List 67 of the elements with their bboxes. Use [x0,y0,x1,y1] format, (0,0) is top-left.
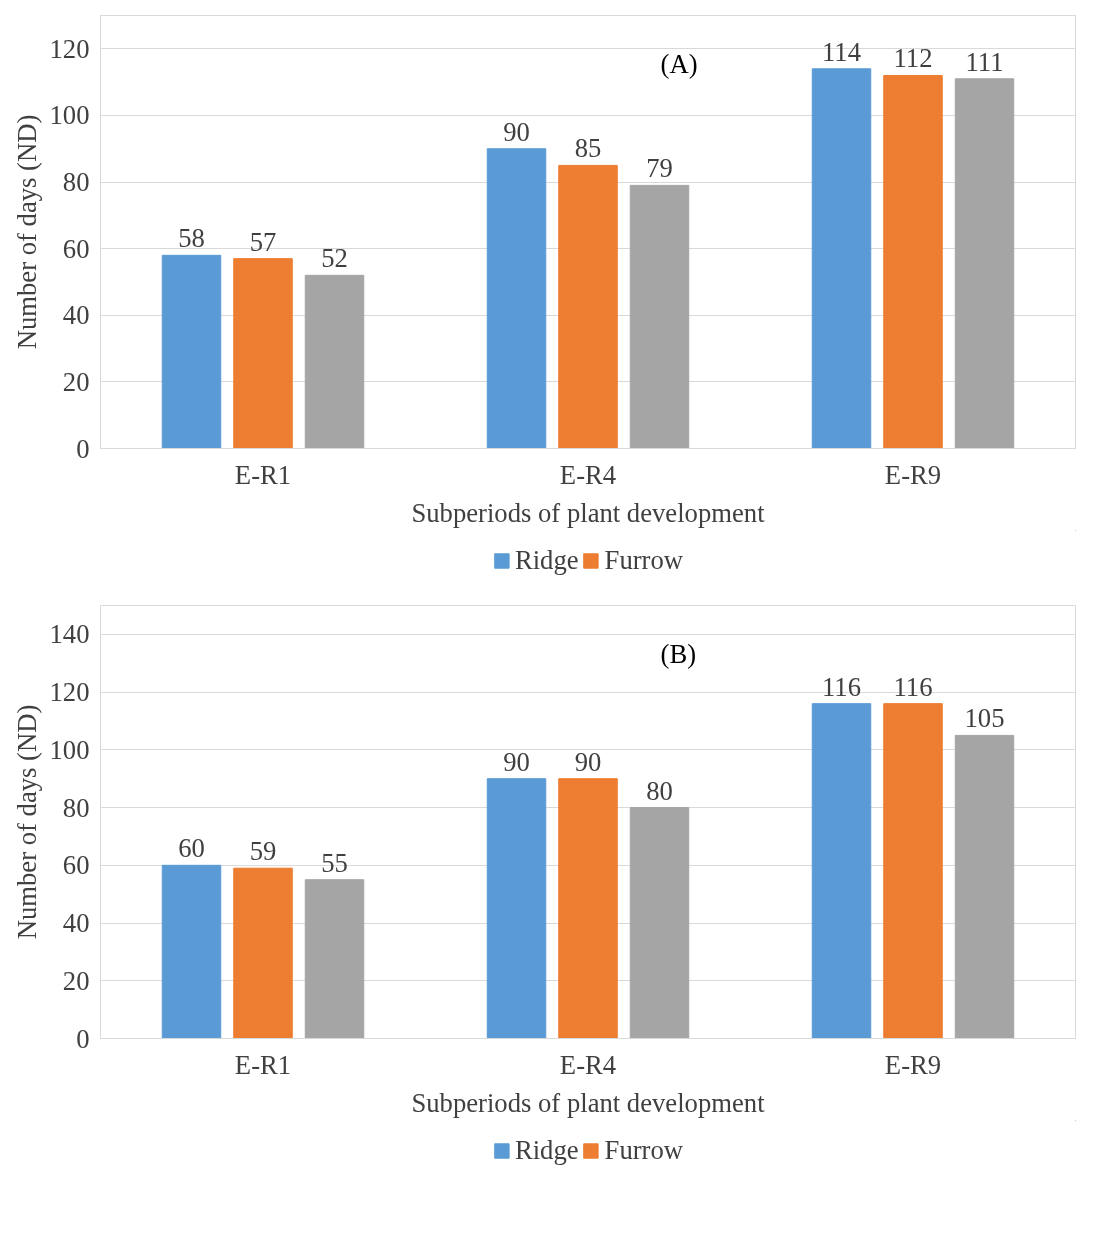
bar [161,864,222,1039]
bar [629,184,690,449]
data-label: 112 [893,43,933,74]
y-tick-label: 100 [49,100,90,131]
x-tick-label: E-R1 [234,459,292,490]
bar [954,78,1015,449]
y-tick-label: 0 [76,433,90,464]
y-tick-label: 40 [62,908,90,939]
x-tick-label: E-R9 [884,459,942,490]
y-axis-title: Number of days (ND) [11,704,42,940]
x-tick-label: E-R4 [559,1049,617,1080]
x-tick-label: E-R4 [559,459,617,490]
data-label: 90 [503,746,530,777]
bar [811,703,872,1039]
bar [304,879,365,1039]
data-label: 105 [964,703,1005,734]
y-tick-label: 80 [62,792,90,823]
y-tick-label: 100 [49,734,90,765]
bar [233,867,293,1039]
legend-label: Furrow [604,544,684,576]
bar [558,778,618,1039]
y-tick-label: 20 [62,965,90,996]
annotation: (A) [660,48,698,79]
bar [486,778,547,1039]
bar [486,148,547,449]
data-label: 80 [646,775,673,806]
data-label: 52 [321,243,348,274]
bar [161,254,222,449]
y-tick-label: 0 [76,1023,90,1054]
data-label: 79 [646,153,673,184]
y-tick-label: 80 [62,167,90,198]
data-label: 114 [822,36,861,67]
y-tick-label: 40 [62,300,90,331]
data-label: 60 [178,833,205,864]
legend-label: Furrow [604,1134,684,1166]
y-tick-label: 20 [62,366,90,397]
data-label: 90 [503,116,530,147]
x-tick-label: E-R9 [884,1049,942,1080]
y-axis-title: Number of days (ND) [11,114,42,350]
y-tick-label: 120 [49,33,90,64]
data-label: 58 [178,223,205,254]
x-tick-label: E-R1 [234,1049,292,1080]
bar [558,164,618,449]
bar [304,274,365,449]
y-tick-label: 60 [62,233,90,264]
x-axis-title: Subperiods of plant development [411,497,766,528]
data-label: 59 [249,836,277,867]
legend-label: Ridge [514,544,579,576]
bar [811,68,872,449]
y-tick-label: 140 [49,619,90,650]
y-tick-label: 60 [62,850,90,881]
bar [883,703,943,1039]
y-tick-label: 120 [49,677,90,708]
data-label: 111 [965,46,1004,77]
data-label: 90 [574,746,602,777]
data-label: 55 [321,847,348,878]
x-axis-title: Subperiods of plant development [411,1087,766,1118]
legend-label: Ridge [514,1134,579,1166]
data-label: 57 [249,226,277,257]
bar [954,734,1015,1039]
data-label: 85 [574,133,602,164]
annotation: (B) [660,638,697,669]
data-label: 116 [893,671,933,702]
data-label: 116 [822,671,861,702]
bar [629,807,690,1039]
bar [233,258,293,449]
bar [883,74,943,449]
